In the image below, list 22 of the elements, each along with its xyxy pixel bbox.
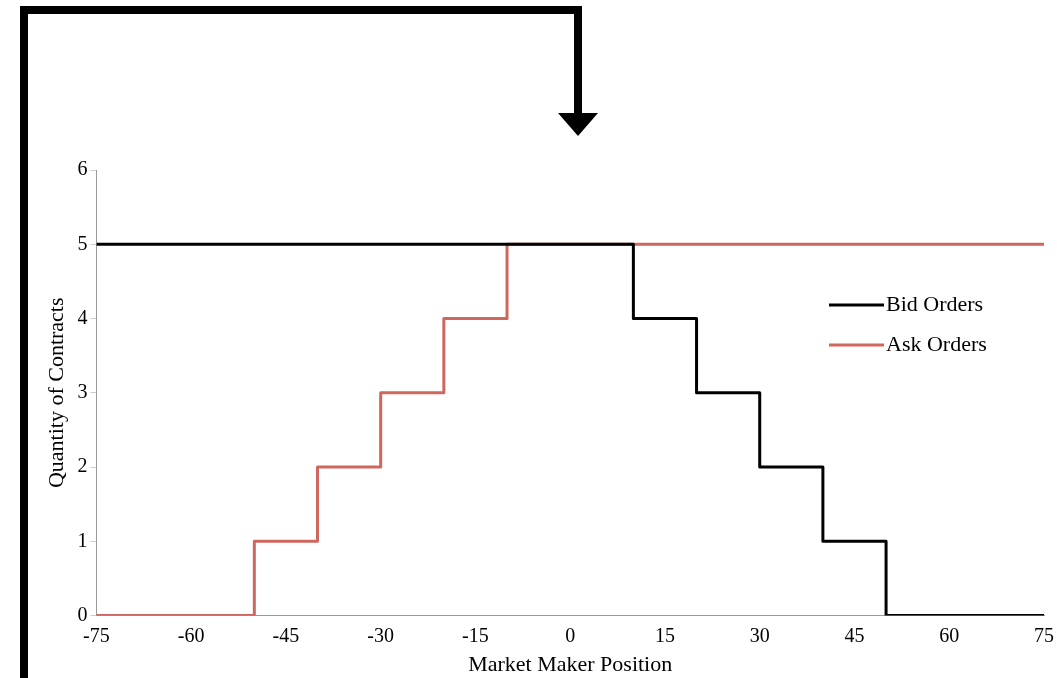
x-tick-label: -15 (462, 623, 489, 646)
x-tick-label: -60 (177, 623, 205, 646)
y-tick-label: 0 (77, 602, 88, 625)
y-tick-label: 2 (77, 454, 88, 477)
x-tick-label: 15 (654, 623, 675, 646)
y-tick-label: 6 (77, 157, 88, 180)
x-tick-label: 45 (844, 623, 865, 646)
x-axis-title: Market Maker Position (468, 650, 673, 676)
x-tick-label: 30 (749, 623, 770, 646)
x-tick-label: 75 (1034, 623, 1054, 646)
x-tick-label: -45 (272, 623, 300, 646)
y-tick-label: 3 (77, 380, 88, 403)
x-tick-label: 60 (939, 623, 960, 646)
legend-label: Ask Orders (886, 330, 987, 356)
legend-label: Bid Orders (886, 290, 984, 316)
x-tick-label: 0 (565, 623, 576, 646)
y-tick-label: 5 (77, 231, 88, 254)
y-tick-label: 1 (77, 528, 88, 551)
x-tick-label: -75 (83, 623, 110, 646)
x-tick-label: -30 (367, 623, 395, 646)
y-axis-title: Quantity of Contracts (42, 297, 68, 489)
y-tick-label: 4 (77, 305, 88, 328)
